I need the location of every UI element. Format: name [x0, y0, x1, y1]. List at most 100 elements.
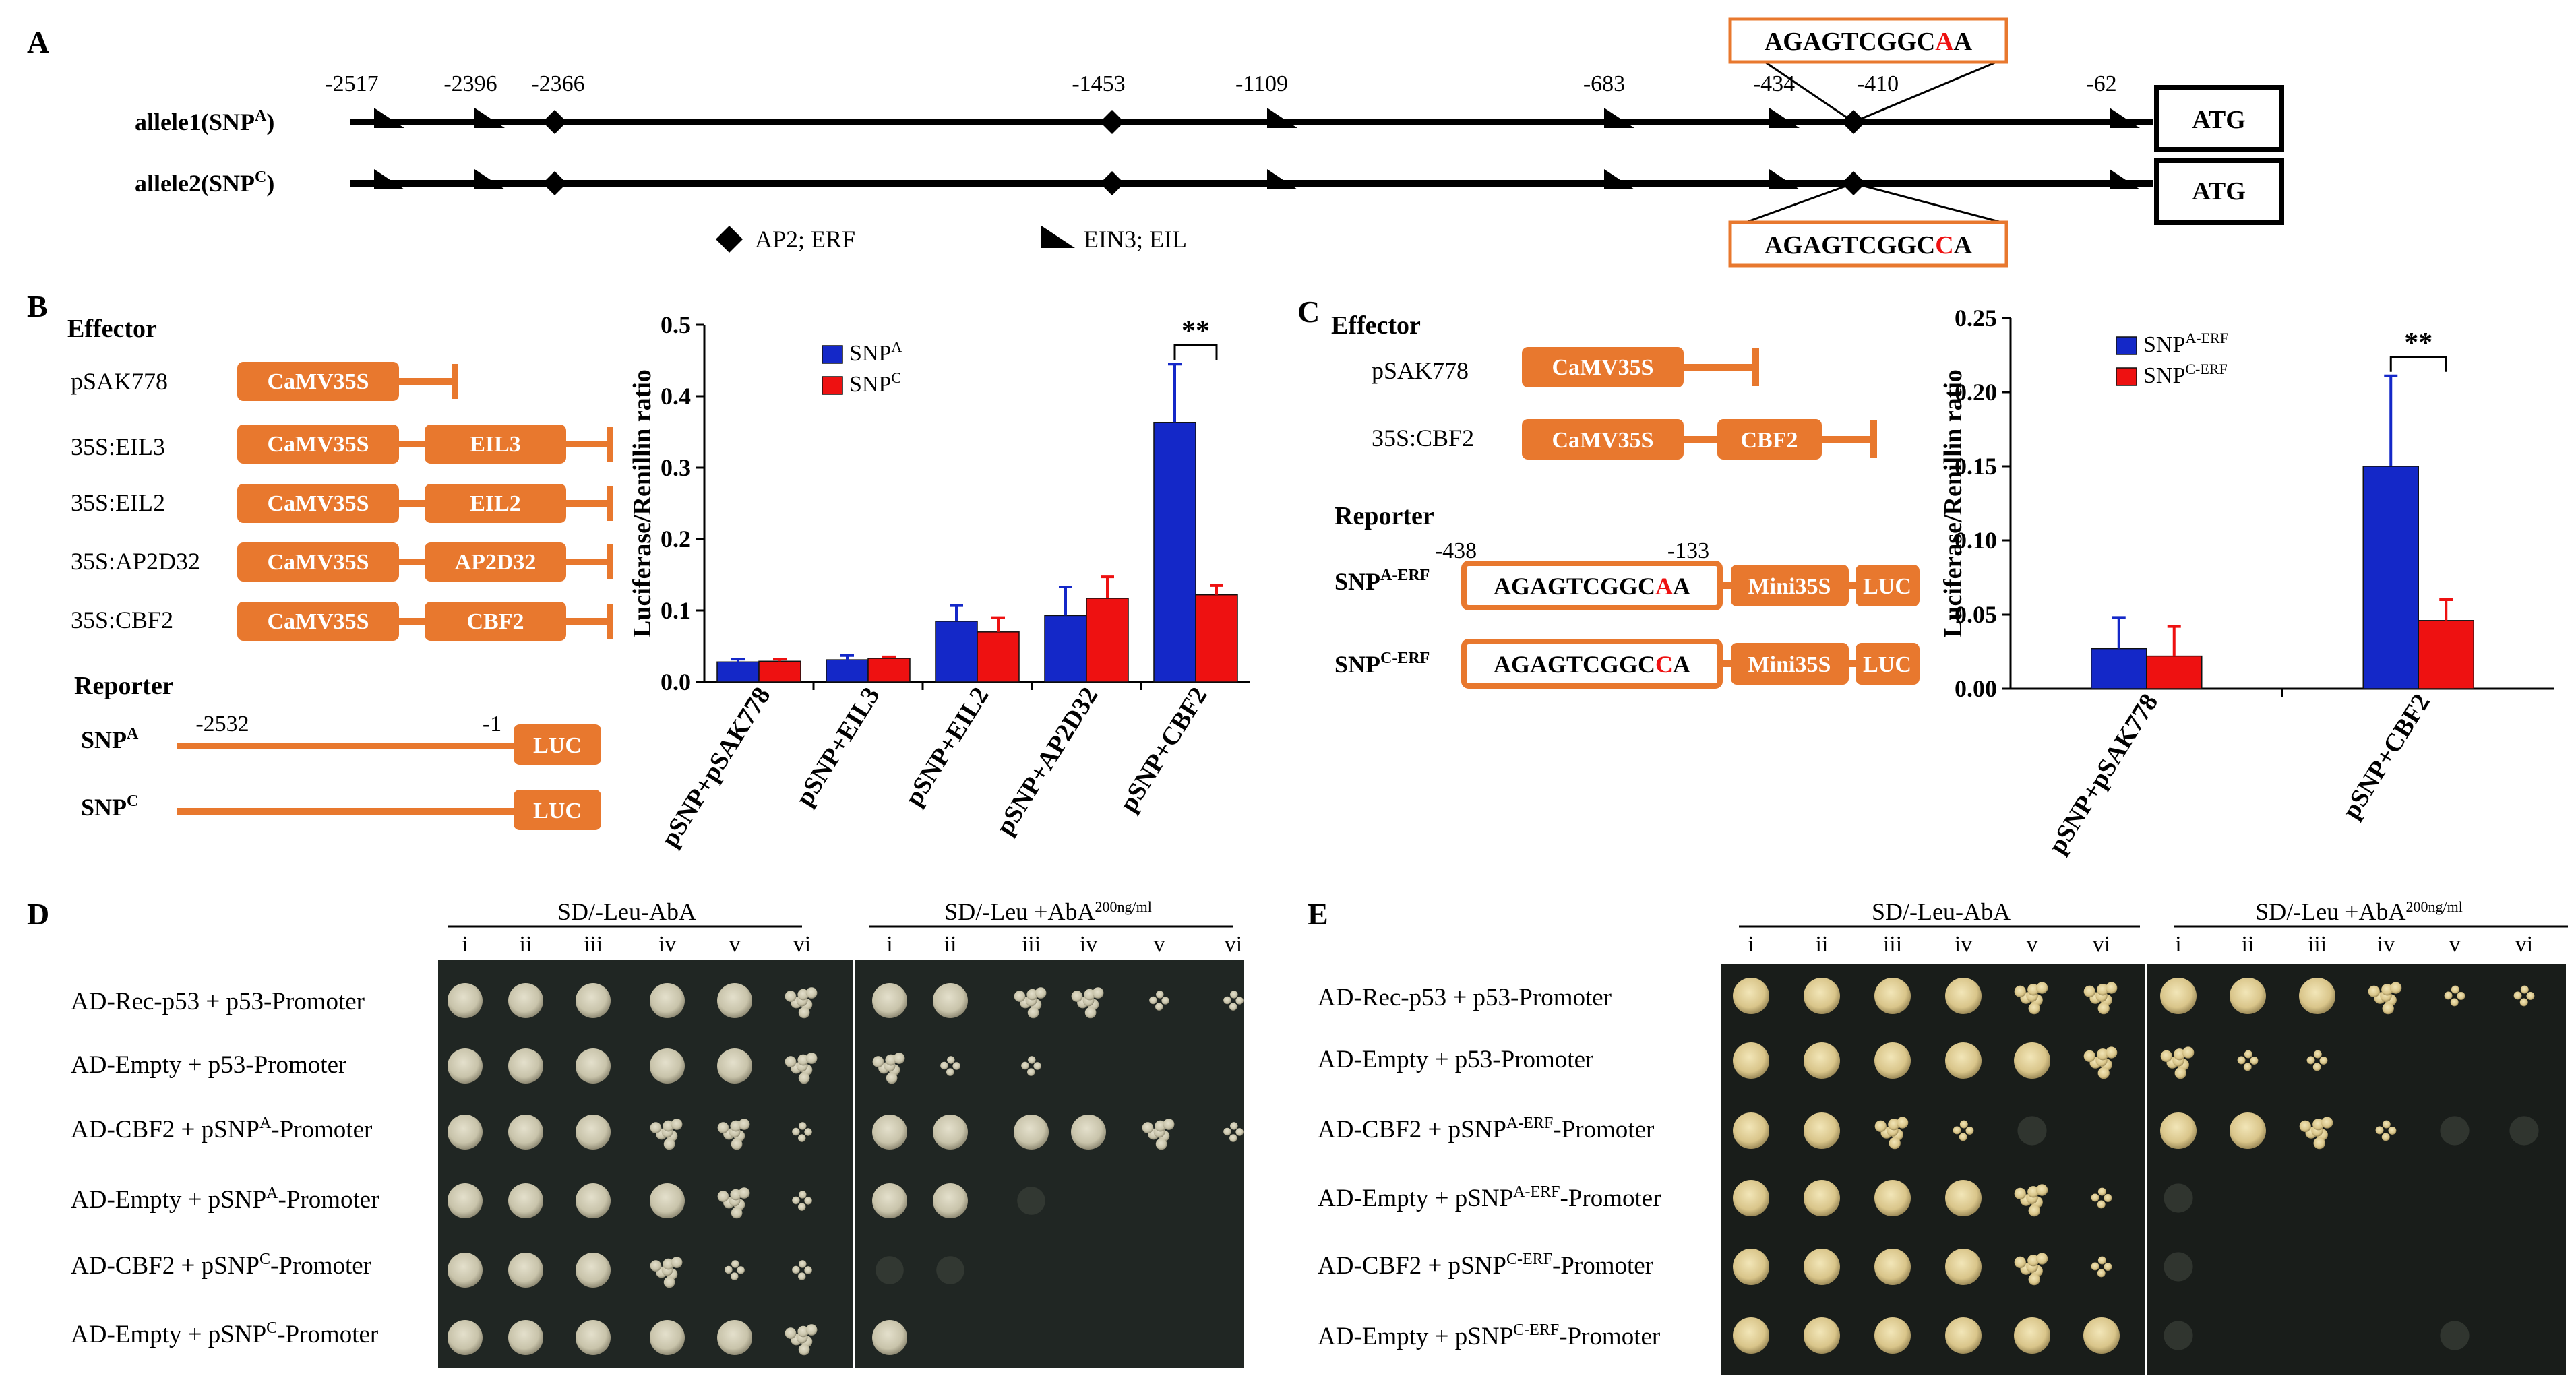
promoter-label: CaMV35S — [267, 369, 369, 394]
colony-spot — [508, 1048, 543, 1084]
colony-spot — [448, 983, 483, 1018]
bar — [1195, 594, 1238, 683]
colony-spot — [1235, 997, 1244, 1005]
legend-label: SNPA-ERF — [2143, 330, 2228, 357]
y-tick-label: 0.05 — [1955, 601, 1997, 628]
gene-label: CBF2 — [1741, 428, 1798, 453]
dilution-label: v — [2027, 932, 2038, 957]
colony-spot — [2028, 1002, 2040, 1015]
row-label: AD-CBF2 + pSNPA-Promoter — [71, 1115, 372, 1143]
seq-box-allele2 — [1728, 220, 2008, 268]
reporter-seq-c2: AGAGTCGGCCA — [1494, 651, 1690, 678]
colony-spot — [1733, 1112, 1769, 1149]
pos-label: -1109 — [1235, 71, 1288, 96]
colony-spot — [2083, 1317, 2120, 1354]
colony-spot — [1235, 1128, 1244, 1136]
colony-spot — [872, 983, 907, 1018]
dilution-label: iii — [584, 932, 603, 957]
colony-spot — [650, 1260, 662, 1272]
colony-spot — [2027, 984, 2040, 996]
colony-spot — [2097, 1048, 2109, 1061]
y-tick-label: 0.0 — [661, 668, 691, 695]
colony-spot — [1027, 1007, 1039, 1019]
colony-spot — [576, 1183, 611, 1218]
colony-spot — [1230, 1122, 1238, 1130]
bar — [977, 631, 1020, 683]
ap2-site-icon — [543, 171, 567, 195]
significance-label: ** — [2404, 327, 2432, 358]
colony-spot — [805, 1053, 818, 1064]
dilution-labels-d: i ii iii iv v vi i ii iii iv v vi — [462, 932, 1242, 957]
bar — [2091, 648, 2147, 689]
colony-spot — [1733, 1317, 1769, 1354]
colony-spot — [2444, 991, 2453, 1000]
legend-swatch — [2116, 336, 2137, 355]
effector-title-b: Effector — [67, 315, 157, 343]
seq-allele1: AGAGTCGGCAA — [1765, 28, 1973, 56]
colony-spot — [448, 1115, 483, 1150]
bar — [758, 660, 801, 683]
effector-title-c: Effector — [1331, 311, 1421, 340]
colony-spot — [1889, 1137, 1901, 1150]
colony-spot — [2375, 1126, 2384, 1135]
bar — [1153, 422, 1196, 683]
colony-spot — [2164, 1183, 2193, 1213]
colony-spot — [2091, 1193, 2099, 1202]
colony-spot — [886, 1072, 898, 1084]
plate-e-left — [1721, 964, 2145, 1375]
colony-spot — [1084, 989, 1096, 1001]
colony-spot — [1161, 997, 1169, 1005]
colony-spot — [576, 1048, 611, 1084]
colony-spot — [792, 1196, 800, 1205]
colony-spot — [725, 1265, 733, 1274]
y-tick-label: 0.10 — [1955, 527, 1997, 554]
colony-spot — [797, 1054, 809, 1066]
colony-spot — [717, 1122, 729, 1133]
colony-spot — [798, 1072, 810, 1084]
panel-c: C Effector pSAK778 35S:CBF2 CaMV35S CaMV… — [1297, 294, 1920, 689]
dilution-label: vi — [793, 932, 811, 957]
colony-spot — [1155, 1003, 1163, 1011]
colony-spot — [448, 1183, 483, 1218]
zoom-lines — [1745, 61, 2002, 224]
luc-label: LUC — [533, 798, 582, 823]
panel-letter-b: B — [27, 289, 48, 323]
colony-spot — [1804, 1317, 1840, 1354]
y-axis-label: Luciferase/Renillin ratio — [628, 369, 656, 637]
promoter-label: CaMV35S — [267, 432, 369, 457]
colony-spot — [730, 1189, 742, 1201]
colony-spot — [1223, 1127, 1231, 1136]
colony-spot — [2368, 985, 2380, 998]
colony-spot — [2083, 1050, 2095, 1063]
mini35s-label: Mini35S — [1748, 652, 1831, 677]
colony-spot — [2160, 1112, 2197, 1149]
colony-spot — [448, 1253, 483, 1288]
colony-spot — [1230, 991, 1238, 999]
bar — [1044, 615, 1087, 683]
atg-label-1: ATG — [2192, 106, 2246, 134]
colony-spot — [804, 1128, 812, 1136]
legend-label: SNPC-ERF — [2143, 360, 2228, 388]
reporter-seq-c1: AGAGTCGGCAA — [1494, 573, 1690, 600]
legend-ap2: AP2; ERF — [755, 226, 855, 253]
colony-spot — [1229, 1134, 1237, 1142]
panel-letter-c: C — [1297, 294, 1320, 329]
colony-spot — [2036, 1253, 2048, 1265]
colony-spot — [650, 1320, 685, 1355]
chart-b: 0.0 0.1 0.2 0.3 0.4 0.5 Luciferase/Renillin ra… — [628, 311, 1250, 852]
colony-spot — [737, 1266, 745, 1274]
dilution-label: vi — [1225, 932, 1242, 957]
colony-spot — [1017, 1187, 1045, 1215]
ein3-site-icon — [374, 108, 404, 128]
colony-spot — [872, 1115, 907, 1150]
colony-spot — [448, 1320, 483, 1355]
colony-spot — [2230, 978, 2266, 1014]
colony-spot — [1804, 978, 1840, 1014]
colony-spot — [2243, 1063, 2252, 1071]
y-tick-label: 0.4 — [661, 383, 691, 410]
colony-spot — [797, 989, 809, 1001]
allele2-label: allele2(SNPC) — [135, 168, 274, 197]
colony-spot — [508, 1253, 543, 1288]
colony-spots-d — [448, 983, 1244, 1356]
